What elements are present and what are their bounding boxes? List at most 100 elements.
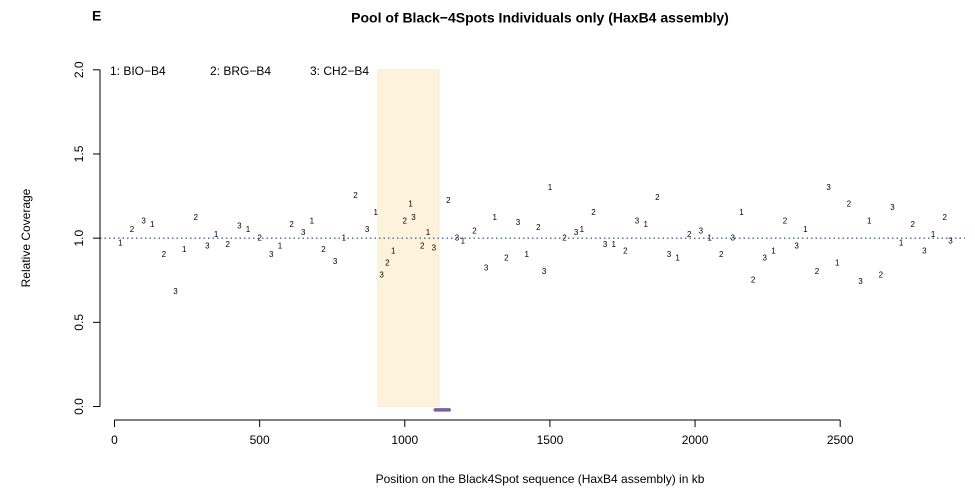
point: 1: [118, 238, 123, 247]
point: 3: [516, 218, 521, 227]
panel-label: E: [92, 8, 101, 24]
point: 3: [635, 216, 640, 225]
point: 3: [890, 203, 895, 212]
point: 2: [385, 259, 390, 268]
point: 1: [150, 220, 155, 229]
point: 3: [205, 242, 210, 251]
point: 1: [835, 259, 840, 268]
point: 3: [603, 240, 608, 249]
point: 2: [847, 200, 852, 209]
point: 3: [379, 270, 384, 279]
point: 2: [783, 216, 788, 225]
point: 1: [182, 245, 187, 254]
point: 2: [655, 193, 660, 202]
point: 1: [278, 242, 283, 251]
point: 2: [591, 208, 596, 217]
point: 1: [899, 238, 904, 247]
point: 3: [141, 216, 146, 225]
point: 1: [580, 225, 585, 234]
point: 2: [257, 233, 262, 242]
point: 1: [548, 183, 553, 192]
point: 3: [731, 233, 736, 242]
point: 1: [408, 200, 413, 209]
point: 2: [420, 242, 425, 251]
point: 1: [426, 228, 431, 237]
point: 1: [493, 213, 498, 222]
point: 3: [948, 237, 953, 246]
point: 2: [879, 270, 884, 279]
point: 2: [815, 267, 820, 276]
point: 3: [333, 257, 338, 266]
point: 2: [130, 225, 135, 234]
point: 1: [867, 216, 872, 225]
point: 2: [194, 213, 199, 222]
point: 3: [365, 225, 370, 234]
y-axis-label: Relative Coverage: [19, 188, 33, 287]
y-tick-label: 0.0: [72, 398, 86, 415]
point: 1: [931, 230, 936, 239]
point: 2: [403, 216, 408, 225]
point: 3: [574, 228, 579, 237]
point: 3: [455, 233, 460, 242]
y-tick-label: 1.0: [72, 229, 86, 246]
point: 1: [461, 237, 466, 246]
point: 1: [374, 208, 379, 217]
point: 2: [353, 191, 358, 200]
point: 1: [391, 247, 396, 256]
x-tick-label: 1500: [537, 433, 564, 447]
point: 2: [289, 220, 294, 229]
point: 2: [536, 223, 541, 232]
point: 3: [301, 228, 306, 237]
point: 2: [472, 227, 477, 236]
point: 1: [524, 250, 529, 259]
point: 3: [699, 227, 704, 236]
point: 2: [225, 240, 230, 249]
point: 2: [719, 250, 724, 259]
point: 2: [446, 196, 451, 205]
x-tick-label: 500: [250, 433, 270, 447]
x-tick-label: 0: [111, 433, 118, 447]
point: 3: [237, 221, 242, 230]
chart-title: Pool of Black−4Spots Individuals only (H…: [351, 10, 729, 26]
point: 2: [942, 213, 947, 222]
point: 2: [751, 275, 756, 284]
point: 1: [246, 225, 251, 234]
x-tick-label: 1000: [391, 433, 418, 447]
y-tick-label: 0.5: [72, 314, 86, 331]
point: 2: [504, 253, 509, 262]
x-tick-label: 2500: [827, 433, 854, 447]
point: 3: [858, 277, 863, 286]
point: 2: [911, 220, 916, 229]
point: 2: [162, 250, 167, 259]
point: 3: [762, 253, 767, 262]
legend-entry: 1: BIO−B4: [110, 64, 166, 78]
point: 3: [411, 213, 416, 222]
point: 2: [687, 230, 692, 239]
point: 1: [342, 233, 347, 242]
point: 2: [623, 247, 628, 256]
point: 3: [922, 247, 927, 256]
point: 3: [667, 250, 672, 259]
point: 1: [675, 253, 680, 262]
legend-entry: 2: BRG−B4: [210, 64, 271, 78]
point: 1: [612, 240, 617, 249]
point: 1: [643, 220, 648, 229]
point: 1: [310, 216, 315, 225]
point: 2: [562, 233, 567, 242]
point: 3: [542, 267, 547, 276]
point: 3: [826, 183, 831, 192]
point: 1: [739, 208, 744, 217]
x-tick-label: 2000: [682, 433, 709, 447]
point: 3: [432, 243, 437, 252]
y-tick-label: 2.0: [72, 61, 86, 78]
point: 1: [707, 233, 712, 242]
point: 3: [269, 250, 274, 259]
point: 3: [794, 242, 799, 251]
point: 1: [803, 225, 808, 234]
x-axis-label: Position on the Black4Spot sequence (Hax…: [376, 472, 705, 486]
point: 1: [771, 247, 776, 256]
point: 2: [321, 245, 326, 254]
point: 3: [484, 264, 489, 273]
legend-entry: 3: CH2−B4: [310, 64, 369, 78]
